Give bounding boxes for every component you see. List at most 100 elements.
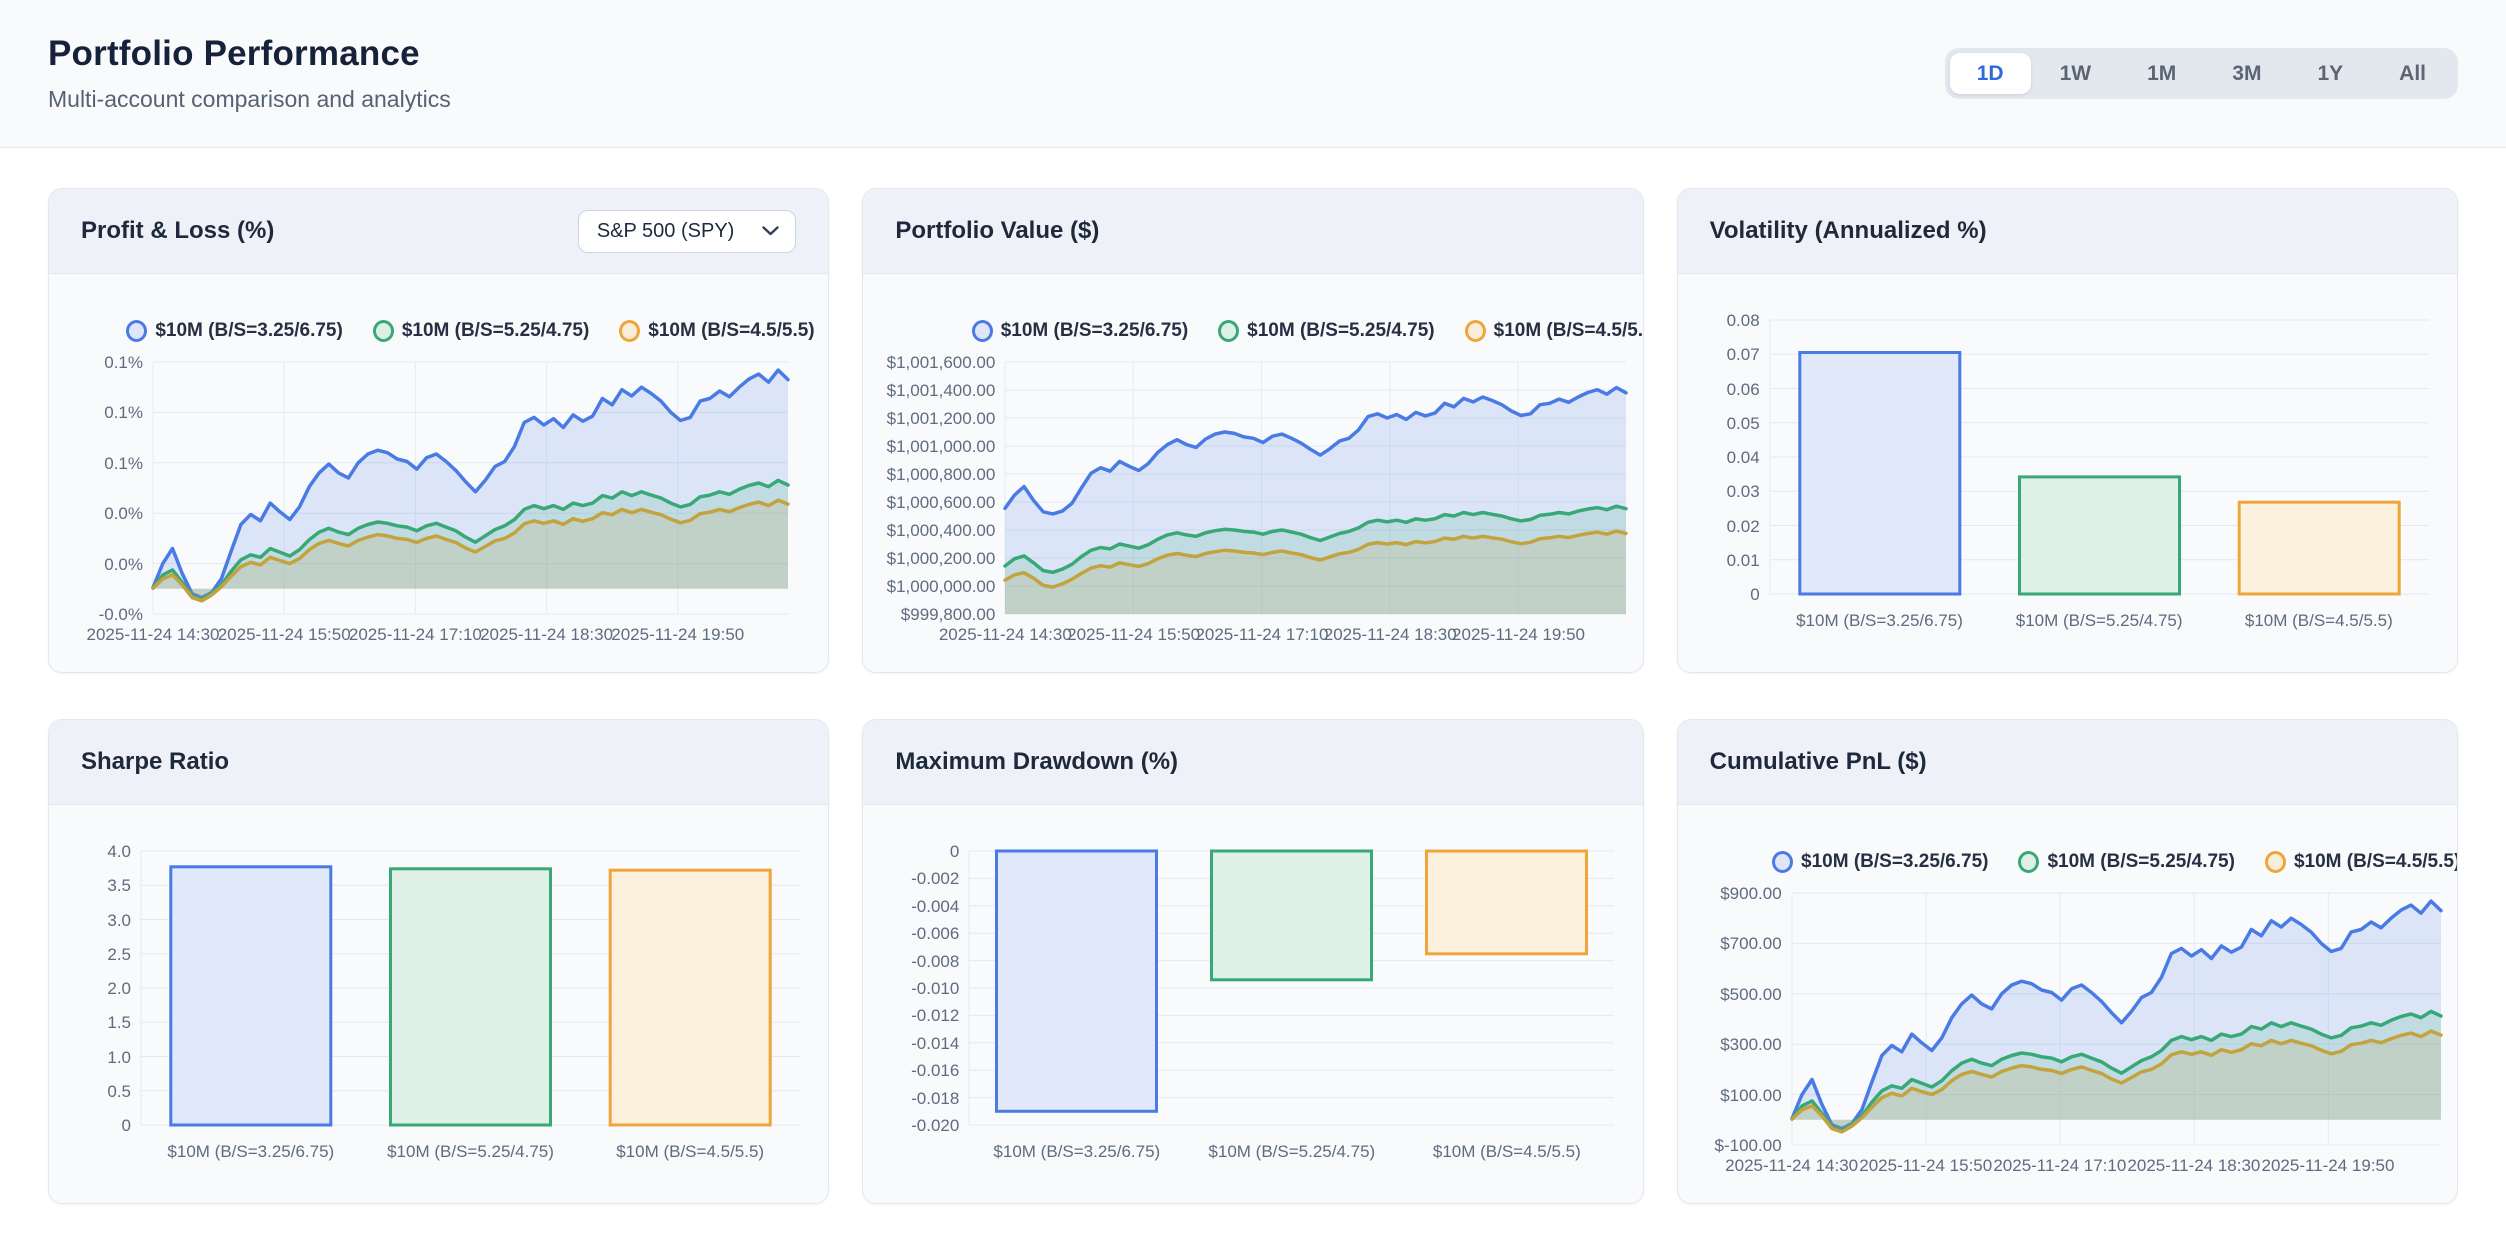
chart-legend: $10M (B/S=3.25/6.75) $10M (B/S=5.25/4.75)…: [126, 320, 815, 342]
panel-profit-loss: Profit & Loss (%) S&P 500 (SPY) 0.1% 0.1%…: [48, 188, 830, 673]
y-tick-label: $1,000,000.00: [886, 577, 996, 596]
panel-title-volatility: Volatility (Annualized %): [1709, 217, 1987, 244]
panel-title-portfolio-value: Portfolio Value ($): [895, 217, 1100, 244]
panel-body-cumulative-pnl: $900.00 $700.00 $500.00 $300.00 $100.00 $-100…: [1678, 805, 2457, 1203]
range-button-1m[interactable]: 1M: [2120, 53, 2203, 94]
y-tick-label: $1,000,200.00: [886, 549, 996, 568]
y-tick-label: 3.0: [107, 910, 131, 930]
bar-category-label: $10M (B/S=3.25/6.75): [993, 1142, 1161, 1161]
y-tick-label: $500.00: [1720, 984, 1782, 1004]
bar-category-label: $10M (B/S=5.25/4.75): [2015, 611, 2183, 630]
range-button-1y[interactable]: 1Y: [2290, 53, 2370, 94]
panel-body-volatility: 0.08 0.07 0.06 0.05 0.04 0.03 0.02 0.01 0 $10M (B…: [1678, 274, 2457, 672]
y-tick-label: -0.008: [911, 951, 960, 971]
y-tick-label: 0: [949, 842, 960, 861]
y-tick-label: 0.02: [1726, 516, 1760, 536]
range-button-3m[interactable]: 3M: [2205, 53, 2288, 94]
panel-title-cumulative-pnl: Cumulative PnL ($): [1709, 748, 1927, 775]
legend-item[interactable]: $10M (B/S=5.25/4.75): [2018, 851, 2235, 873]
y-tick-label: $1,000,800.00: [886, 465, 996, 484]
y-tick-label: $1,001,600.00: [886, 353, 996, 372]
y-tick-label: 4.0: [107, 842, 131, 861]
range-button-1d[interactable]: 1D: [1949, 53, 2031, 94]
x-tick-label: 2025-11-24 19:50: [2261, 1156, 2395, 1175]
range-button-all[interactable]: All: [2372, 53, 2453, 94]
legend-item[interactable]: $10M (B/S=4.5/5.5): [2264, 851, 2457, 873]
legend-item[interactable]: $10M (B/S=4.5/5.5): [1464, 320, 1644, 342]
y-tick-label: 3.5: [107, 876, 131, 896]
chart-volatility: 0.08 0.07 0.06 0.05 0.04 0.03 0.02 0.01 0 $10M (B…: [1678, 274, 2457, 672]
legend-label: $10M (B/S=4.5/5.5): [1493, 320, 1644, 341]
x-tick-label: 2025-11-24 15:50: [217, 625, 351, 644]
chart-sharpe-ratio: 4.0 3.5 3.0 2.5 2.0 1.5 1.0 0.5 0 $10M (B/S=3.25/…: [49, 805, 828, 1203]
panel-header-portfolio-value: Portfolio Value ($): [863, 189, 1643, 274]
legend-item[interactable]: $10M (B/S=3.25/6.75): [126, 320, 343, 342]
chart-max-drawdown: 0 -0.002 -0.004 -0.006 -0.008 -0.010 -0.012 -0.…: [863, 805, 1642, 1203]
chart-portfolio-value: $1,001,600.00 $1,001,400.00 $1,001,200.00 $…: [863, 274, 1643, 672]
y-tick-label: -0.006: [911, 924, 960, 944]
legend-marker-icon: [971, 320, 993, 342]
bar-category-label: $10M (B/S=3.25/6.75): [167, 1142, 335, 1161]
y-tick-label: -0.018: [911, 1088, 960, 1108]
page-header: Portfolio Performance Multi-account comp…: [0, 0, 2506, 148]
panel-header-volatility: Volatility (Annualized %): [1677, 189, 2457, 274]
y-tick-label: 0.01: [1726, 550, 1760, 570]
y-tick-label: -0.020: [911, 1116, 960, 1135]
legend-marker-icon: [1218, 320, 1240, 342]
y-tick-label: 0.1%: [104, 353, 143, 372]
y-tick-label: $999,800.00: [900, 605, 996, 624]
range-button-1w[interactable]: 1W: [2033, 53, 2119, 94]
panel-max-drawdown: Maximum Drawdown (%) 0 -0.002 -0.004 -0.006…: [862, 719, 1644, 1204]
bar-category-label: $10M (B/S=3.25/6.75): [1796, 611, 1963, 630]
y-tick-label: $300.00: [1720, 1035, 1782, 1055]
panel-header-max-drawdown: Maximum Drawdown (%): [863, 720, 1643, 805]
panel-title-profit-loss: Profit & Loss (%): [81, 217, 275, 244]
maximum-drawdown--plot: [968, 849, 1615, 1126]
legend-item[interactable]: $10M (B/S=3.25/6.75): [1772, 851, 1988, 873]
legend-marker-icon: [2018, 851, 2040, 873]
x-tick-label: 2025-11-24 15:50: [1067, 625, 1201, 644]
bar-category-label: $10M (B/S=4.5/5.5): [616, 1142, 765, 1161]
x-tick-label: 2025-11-24 19:50: [611, 625, 745, 644]
x-tick-label: 2025-11-24 14:30: [86, 625, 220, 644]
y-tick-label: 2.0: [107, 979, 131, 998]
y-tick-label: 0.5: [107, 1081, 131, 1101]
x-tick-label: 2025-11-24 19:50: [1452, 625, 1585, 644]
panel-sharpe-ratio: Sharpe Ratio 4.0 3.5 3.0 2.5 2.0 1.5 1.0 0.5 0 $1…: [48, 719, 830, 1204]
legend-label: $10M (B/S=3.25/6.75): [1801, 851, 1989, 872]
y-tick-label: -0.016: [911, 1061, 960, 1081]
chart-legend: $10M (B/S=3.25/6.75) $10M (B/S=5.25/4.75)…: [1772, 851, 2457, 873]
chart-legend: $10M (B/S=3.25/6.75) $10M (B/S=5.25/4.75)…: [971, 320, 1643, 342]
profit-loss--plot: [151, 361, 790, 615]
sharpe-ratio-plot: [140, 850, 800, 1127]
page-titles: Portfolio Performance Multi-account comp…: [48, 34, 451, 113]
legend-marker-icon: [1464, 320, 1486, 342]
y-tick-label: 0.0%: [104, 554, 143, 574]
volatility-annualized--plot: [1769, 319, 2429, 596]
bar-category-label: $10M (B/S=4.5/5.5): [2244, 611, 2393, 630]
y-tick-label: 0: [1750, 585, 1760, 604]
panel-cumulative-pnl: Cumulative PnL ($) $900.00 $700.00 $500.00…: [1676, 719, 2458, 1204]
chart-cumulative-pnl: $900.00 $700.00 $500.00 $300.00 $100.00 $-100…: [1678, 805, 2457, 1203]
x-tick-label: 2025-11-24 17:10: [1993, 1156, 2127, 1175]
benchmark-select[interactable]: S&P 500 (SPY): [577, 209, 797, 253]
benchmark-select-value: S&P 500 (SPY): [596, 219, 735, 242]
y-tick-label: 1.0: [107, 1047, 131, 1067]
legend-item[interactable]: $10M (B/S=5.25/4.75): [1218, 320, 1435, 342]
panel-header-sharpe-ratio: Sharpe Ratio: [49, 720, 829, 805]
portfolio-value--plot: [1003, 361, 1629, 615]
chart-profit-loss: 0.1% 0.1% 0.1% 0.0% 0.0% -0.0% 2025-11-24 14:3…: [49, 274, 828, 672]
chevron-down-icon: [762, 226, 780, 236]
x-tick-label: 2025-11-24 17:10: [1195, 625, 1329, 644]
panel-header-profit-loss: Profit & Loss (%) S&P 500 (SPY): [49, 189, 829, 274]
legend-item[interactable]: $10M (B/S=3.25/6.75): [971, 320, 1188, 342]
y-tick-label: $900.00: [1720, 884, 1782, 903]
legend-marker-icon: [1772, 851, 1794, 873]
legend-item[interactable]: $10M (B/S=5.25/4.75): [372, 320, 589, 342]
legend-item[interactable]: $10M (B/S=4.5/5.5): [619, 320, 815, 342]
panel-body-max-drawdown: 0 -0.002 -0.004 -0.006 -0.008 -0.010 -0.012 -0.…: [863, 805, 1642, 1203]
y-tick-label: $100.00: [1720, 1085, 1782, 1105]
y-tick-label: -0.0%: [98, 605, 143, 624]
panel-title-max-drawdown: Maximum Drawdown (%): [895, 748, 1179, 775]
panel-body-sharpe-ratio: 4.0 3.5 3.0 2.5 2.0 1.5 1.0 0.5 0 $10M (B/S=3.25/…: [49, 805, 828, 1203]
